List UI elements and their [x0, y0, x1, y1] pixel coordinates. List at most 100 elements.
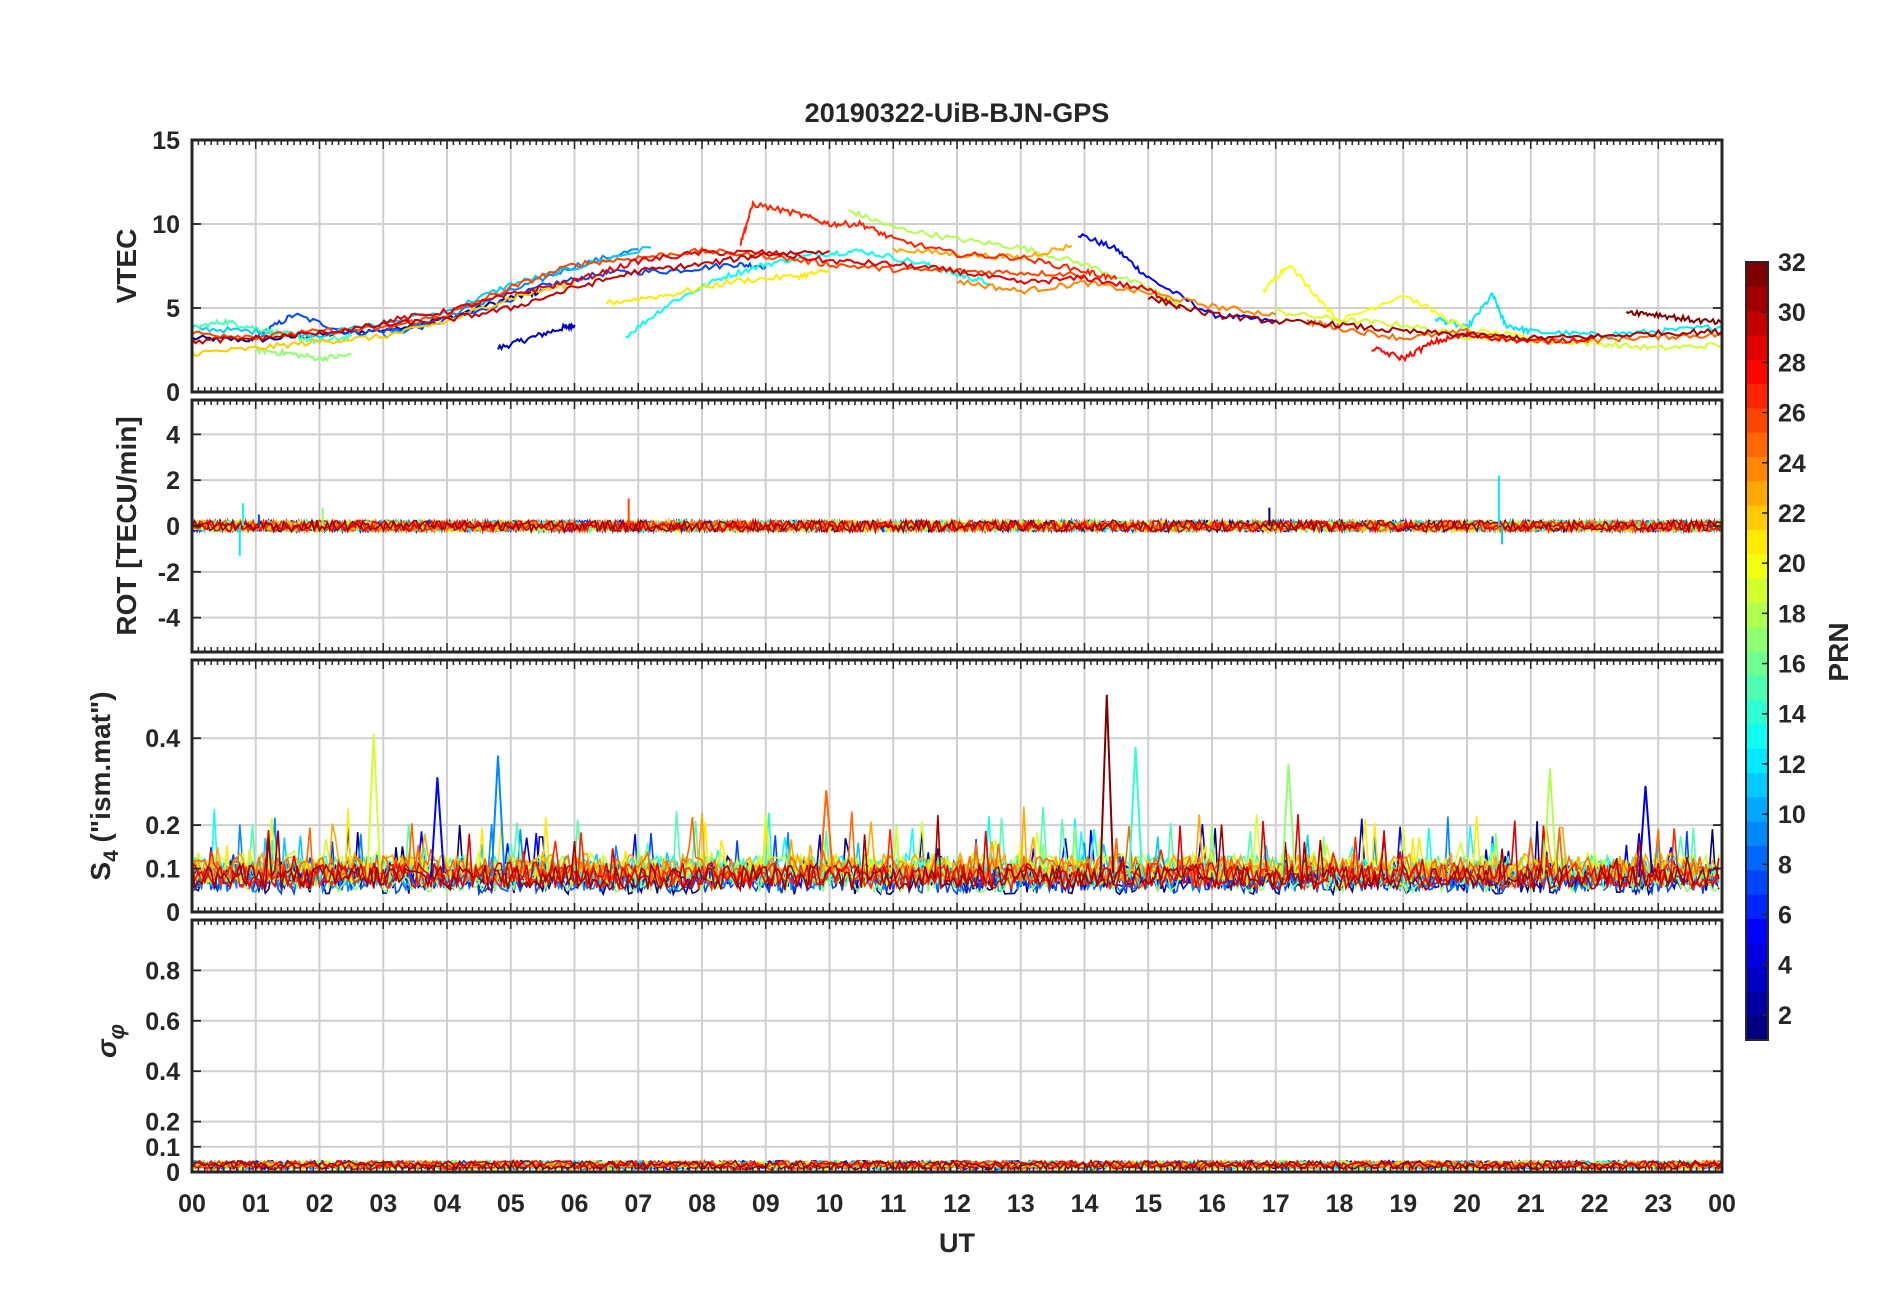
colorbar-band: [1746, 505, 1768, 530]
colorbar-band: [1746, 407, 1768, 433]
colorbar-band: [1746, 480, 1768, 506]
series-line-prn-23: [192, 806, 1720, 883]
colorbar-tick-label: 4: [1778, 952, 1792, 980]
series-line-prn-31: [192, 517, 1722, 535]
colorbar-tick-label: 24: [1778, 450, 1806, 478]
y-tick-label: 0: [166, 513, 180, 541]
x-tick-label: 00: [1708, 1190, 1736, 1218]
data-layer: [192, 475, 1722, 556]
x-tick-label: 10: [816, 1190, 844, 1218]
series-line-prn-17: [192, 823, 1720, 895]
colorbar-band: [1746, 845, 1768, 871]
colorbar-band: [1746, 334, 1768, 360]
series-line-prn-11: [192, 246, 652, 339]
colorbar-band: [1746, 772, 1768, 798]
x-tick-label: 08: [688, 1190, 716, 1218]
colorbar-band: [1746, 869, 1768, 895]
colorbar-tick-label: 32: [1778, 249, 1806, 277]
y-tick-label: -2: [158, 559, 180, 587]
colorbar-band: [1746, 383, 1768, 409]
y-tick-label: 0.2: [145, 1109, 180, 1137]
colorbar-band: [1746, 991, 1768, 1017]
y-tick-label: 0.8: [145, 957, 180, 985]
colorbar-band: [1746, 529, 1768, 555]
colorbar-band: [1746, 1015, 1768, 1041]
x-tick-label: 21: [1517, 1190, 1545, 1218]
s4-peak: [1128, 746, 1143, 878]
y-tick-label: 10: [152, 211, 180, 239]
x-tick-label: 20: [1453, 1190, 1481, 1218]
colorbar-tick-label: 8: [1778, 851, 1792, 879]
data-layer: [192, 694, 1720, 897]
colorbar-band: [1746, 675, 1768, 701]
x-axis: 00 01 02 03 04 05 06 07 08 09 10 11 12 13 14 15 16 17 18 19…: [178, 1190, 1736, 1218]
colorbar-tick-label: 20: [1778, 550, 1806, 578]
colorbar-band: [1746, 967, 1768, 992]
x-tick-label: 03: [369, 1190, 397, 1218]
colorbar-band: [1746, 310, 1768, 336]
y-tick-label: 5: [166, 295, 180, 323]
x-tick-label: 02: [306, 1190, 334, 1218]
series-line-prn-30: [192, 249, 830, 345]
y-tick-label: 0.1: [145, 856, 180, 884]
y-tick-label: 0.1: [145, 1134, 180, 1162]
series-line-prn-9: [382, 248, 639, 340]
series-line-prn-27: [739, 199, 1118, 282]
y-tick-label: 0.6: [145, 1008, 180, 1036]
x-tick-label: 17: [1262, 1190, 1290, 1218]
s4-peak: [818, 790, 834, 878]
x-tick-label: 18: [1326, 1190, 1354, 1218]
y-tick-label: 4: [166, 421, 180, 449]
x-tick-label: 15: [1134, 1190, 1162, 1218]
x-tick-label: 13: [1007, 1190, 1035, 1218]
x-tick-label: 07: [624, 1190, 652, 1218]
axes-box: [190, 398, 1724, 654]
colorbar-tick-label: 12: [1778, 751, 1806, 779]
colorbar-band: [1746, 286, 1768, 312]
series-line-prn-7: [255, 261, 767, 340]
panel-s4: 0 0.1 0.2 0.4 S4 ("ism.mat"): [85, 658, 1724, 927]
x-tick-label: 12: [943, 1190, 971, 1218]
series-line-prn-21: [605, 269, 830, 306]
y-tick-label: 2: [166, 467, 180, 495]
series-line-prn-24: [956, 279, 1277, 317]
series-line-prn-32: [1625, 308, 1722, 326]
y-tick-label: 15: [152, 127, 180, 155]
y-tick-label: 0: [166, 379, 180, 407]
colorbar-tick-label: 22: [1778, 500, 1806, 528]
y-axis-label: σφ: [91, 1024, 129, 1058]
y-tick-label: -4: [158, 605, 180, 633]
panel-sigma_phi: 00.10.2 0.4 0.6 0.8 σφ: [91, 918, 1724, 1187]
series-line-prn-15: [192, 317, 353, 345]
x-tick-label: 06: [561, 1190, 589, 1218]
colorbar-tick-label: 14: [1778, 701, 1806, 729]
colorbar-band: [1746, 456, 1768, 482]
colorbar-tick-label: 18: [1778, 600, 1806, 628]
colorbar-tick-label: 30: [1778, 299, 1806, 327]
colorbar-tick-label: 16: [1778, 651, 1806, 679]
series-line-prn-28: [1371, 330, 1595, 363]
y-tick-label: 0: [166, 1159, 180, 1187]
series-line-prn-22: [192, 281, 575, 358]
colorbar-band: [1746, 942, 1768, 968]
colorbar-band: [1746, 602, 1768, 628]
s4-peak: [1281, 764, 1296, 878]
colorbar-band: [1746, 359, 1768, 385]
colorbar-tick-label: 10: [1778, 801, 1806, 829]
colorbar-tick-label: 6: [1778, 902, 1792, 930]
colorbar-band: [1746, 918, 1768, 944]
axes-box: [190, 138, 1724, 394]
y-axis-label: ROT [TECU/min]: [111, 416, 142, 635]
colorbar-band: [1746, 651, 1768, 676]
colorbar-band: [1746, 553, 1768, 579]
figure-title: 20190322-UiB-BJN-GPS: [805, 98, 1110, 128]
series-line-prn-1: [192, 287, 544, 343]
panel-vtec: 0 5 10 15 VTEC: [111, 127, 1724, 407]
x-tick-label: 16: [1198, 1190, 1226, 1218]
colorbar-band: [1746, 723, 1768, 749]
series-line-prn-31: [1147, 295, 1722, 342]
colorbar-band: [1746, 432, 1768, 457]
colorbar-tick-label: 28: [1778, 349, 1806, 377]
